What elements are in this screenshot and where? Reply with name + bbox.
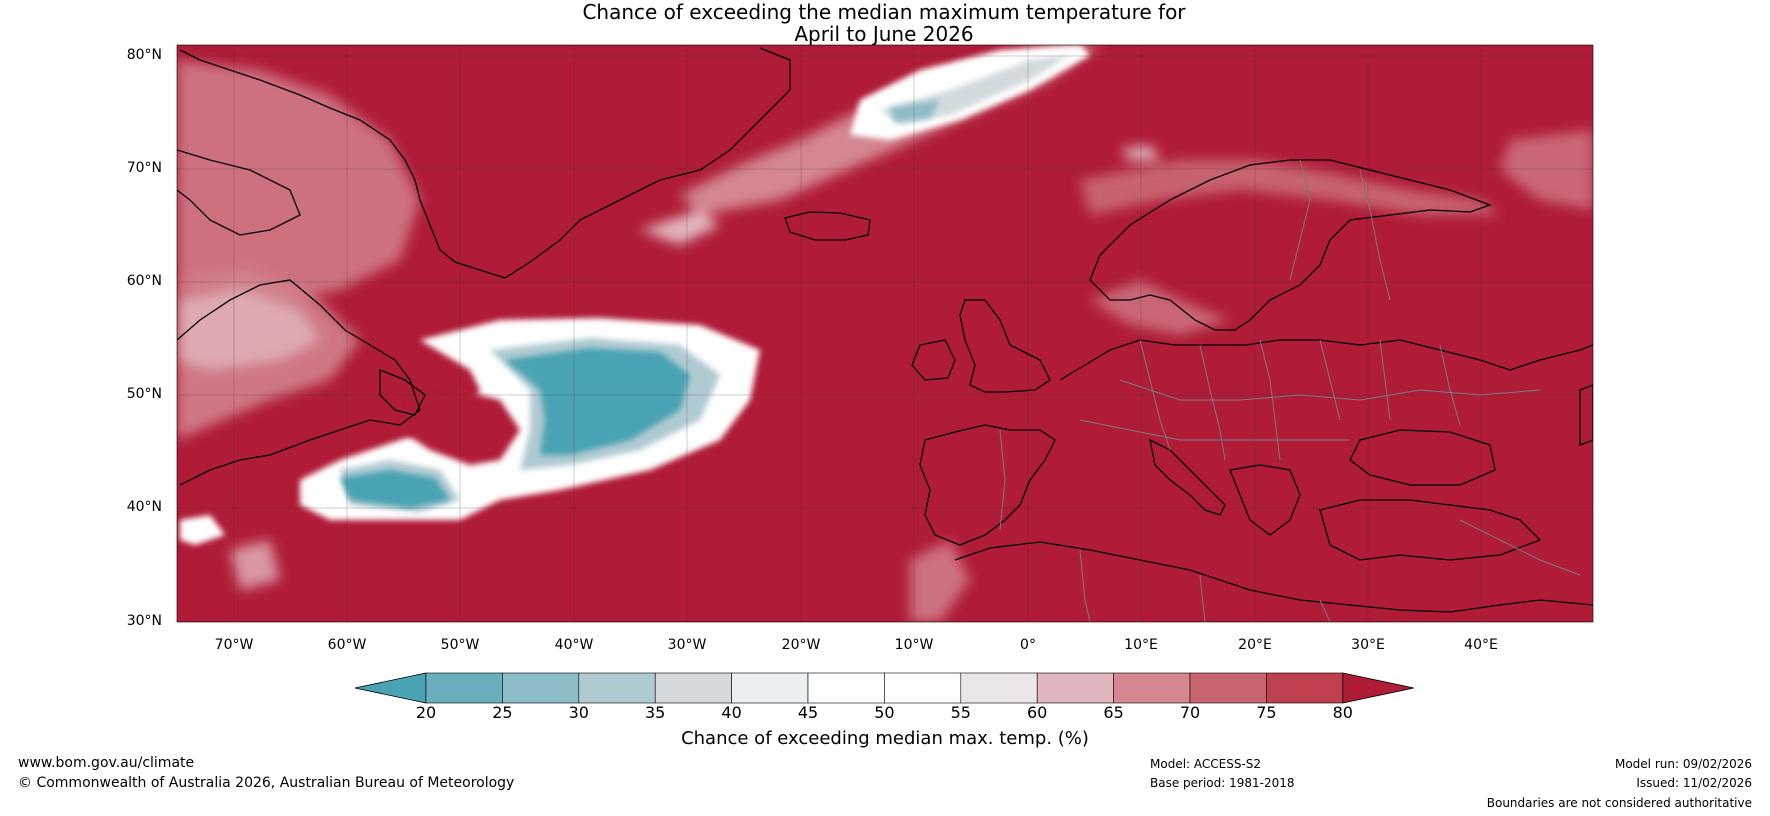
map-title-line1: Chance of exceeding the median maximum t… — [582, 0, 1186, 24]
colorbar-tick-label: 20 — [415, 703, 437, 722]
greenland-coast — [179, 47, 791, 279]
ireland-coast — [911, 339, 956, 381]
map-field — [177, 45, 1593, 622]
lat-label-30n: 30°N — [126, 613, 162, 629]
national-borders — [999, 159, 1581, 622]
colorbar — [354, 672, 1414, 704]
iberia-coast — [919, 424, 1056, 546]
colorbar-cell — [578, 672, 656, 704]
footer-copyright: © Commonwealth of Australia 2026, Austra… — [18, 775, 515, 791]
colorbar-tick-label: 40 — [721, 703, 742, 722]
balkans-coast — [1229, 464, 1301, 536]
lon-label-50w: 50°W — [440, 637, 480, 653]
colorbar-cells — [354, 672, 1414, 704]
colorbar-cell — [425, 672, 503, 704]
colorbar-cell — [1266, 672, 1344, 704]
arctic-islands-coast — [177, 149, 301, 236]
colorbar-tick-label: 60 — [1027, 703, 1048, 722]
lon-label-70w: 70°W — [214, 637, 254, 653]
colorbar-cell — [960, 672, 1038, 704]
colorbar-tick-label: 35 — [645, 703, 666, 722]
colorbar-tick-label: 75 — [1256, 703, 1277, 722]
colorbar-cell — [1189, 672, 1267, 704]
colorbar-cell — [1113, 672, 1191, 704]
lon-label-30w: 30°W — [667, 637, 707, 653]
footer-model-run: Model run: 09/02/2026 — [1614, 757, 1752, 771]
colorbar-tick-label: 45 — [797, 703, 819, 722]
coastlines — [177, 47, 1593, 613]
colorbar-tick-label: 25 — [492, 703, 513, 722]
newfoundland-coast — [379, 369, 426, 416]
footer-base-period: Base period: 1981-2018 — [1150, 776, 1295, 790]
lon-label-20e: 20°E — [1238, 637, 1272, 653]
below-median-core — [340, 100, 940, 508]
above-median-pocket — [400, 390, 520, 465]
great-britain-coast — [959, 299, 1051, 393]
colorbar-extend-low — [354, 672, 427, 704]
colorbar-tick-label: 80 — [1332, 703, 1353, 722]
graticule — [177, 45, 1593, 622]
colorbar-cell — [502, 672, 580, 704]
colorbar-tick-label: 55 — [950, 703, 971, 722]
colorbar-cell — [884, 672, 962, 704]
footer-issued: Issued: 11/02/2026 — [1636, 776, 1752, 790]
colorbar-cell — [654, 672, 732, 704]
lon-label-40e: 40°E — [1464, 637, 1498, 653]
footer-model: Model: ACCESS-S2 — [1150, 757, 1262, 771]
lat-label-50n: 50°N — [126, 386, 162, 402]
colorbar-tick-label: 65 — [1103, 703, 1124, 722]
colorbar-cell — [731, 672, 809, 704]
scandinavia-coast — [1089, 159, 1492, 331]
map-title-line2: April to June 2026 — [794, 22, 974, 46]
footer-disclaimer: Boundaries are not considered authoritat… — [1486, 796, 1752, 810]
colorbar-tick-label: 50 — [874, 703, 895, 722]
lat-label-80n: 80°N — [126, 47, 162, 63]
caspian-coast — [1579, 384, 1593, 446]
lon-label-10e: 10°E — [1124, 637, 1158, 653]
footer-website: www.bom.gov.au/climate — [18, 755, 195, 771]
labrador-coast — [177, 279, 421, 486]
lat-label-70n: 70°N — [126, 160, 162, 176]
lon-label-60w: 60°W — [327, 637, 367, 653]
north-africa-coast — [954, 541, 1593, 613]
turkey-coast — [1319, 499, 1542, 561]
lon-label-10w: 10°W — [894, 637, 934, 653]
lat-label-40n: 40°N — [126, 499, 162, 515]
colorbar-cell — [807, 672, 885, 704]
colorbar-tick-label: 30 — [568, 703, 589, 722]
colorbar-label: Chance of exceeding median max. temp. (%… — [681, 728, 1089, 749]
lon-label-30e: 30°E — [1351, 637, 1385, 653]
lat-label-60n: 60°N — [126, 273, 162, 289]
black-sea-coast — [1349, 429, 1496, 486]
iceland-coast — [784, 211, 871, 241]
lon-label-40w: 40°W — [554, 637, 594, 653]
lon-label-20w: 20°W — [781, 637, 821, 653]
colorbar-extend-high — [1342, 672, 1414, 704]
italy-coast — [1149, 438, 1226, 516]
lon-label-0: 0° — [1020, 637, 1036, 653]
map-frame — [176, 44, 1594, 623]
colorbar-tick-label: 70 — [1179, 703, 1201, 722]
colorbar-cell — [1036, 672, 1114, 704]
